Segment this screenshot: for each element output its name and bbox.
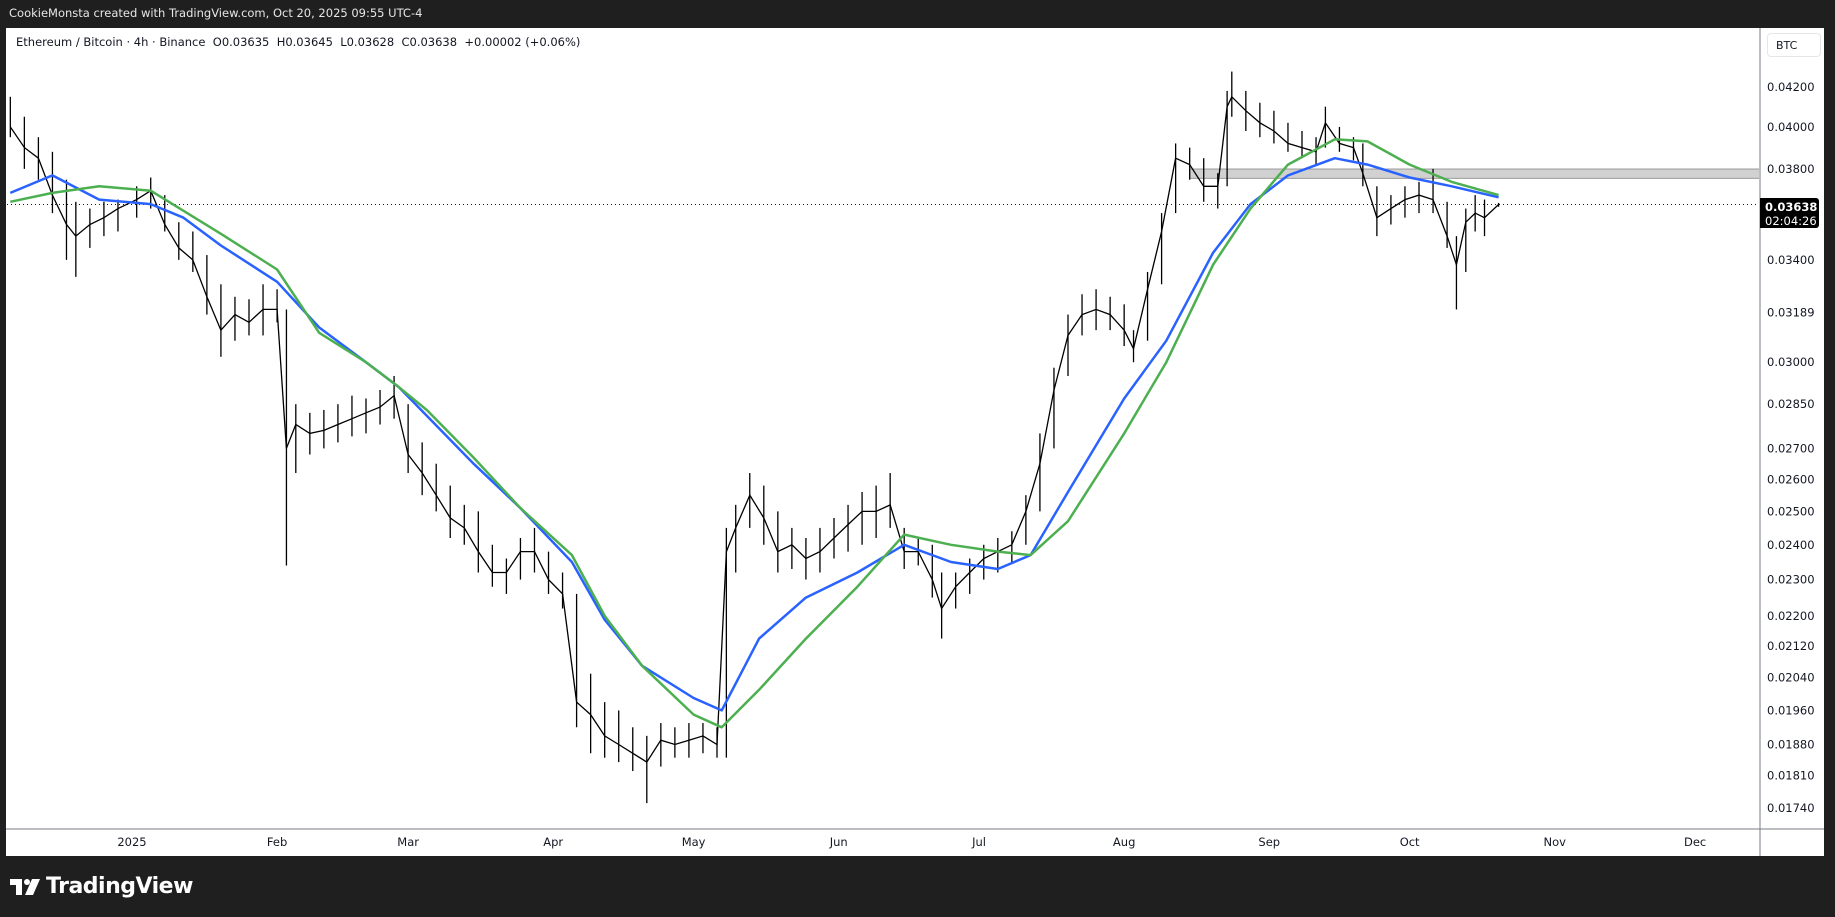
price-tick-label: 0.03000 [1767, 355, 1815, 369]
ohlc-low: L0.03628 [340, 35, 395, 49]
price-tick-label: 0.01740 [1767, 801, 1815, 815]
price-tick-label: 0.01810 [1767, 769, 1815, 783]
time-tick-label: Aug [1113, 835, 1135, 849]
bar-countdown: 02:04:26 [1765, 214, 1817, 228]
price-tick-label: 0.02400 [1767, 538, 1815, 552]
time-tick-label: Jul [971, 835, 986, 849]
time-tick-label: Dec [1684, 835, 1706, 849]
last-price-value: 0.03638 [1765, 200, 1818, 214]
time-tick-label: Apr [543, 835, 563, 849]
price-tick-label: 0.02300 [1767, 573, 1815, 587]
price-tick-label: 0.04200 [1767, 80, 1815, 94]
tradingview-logo[interactable]: TradingView [10, 874, 193, 899]
time-axis[interactable]: 2025 Feb Mar Apr May Jun Jul Aug Sep Oct Nov Dec [117, 835, 1706, 849]
price-tick-label: 0.03400 [1767, 253, 1815, 267]
price-tick-label: 0.04000 [1767, 120, 1815, 134]
price-tick-label: 0.02200 [1767, 609, 1815, 623]
price-tick-label: 0.02850 [1767, 397, 1815, 411]
symbol-legend: Ethereum / Bitcoin · 4h · Binance O0.036… [16, 35, 580, 49]
time-tick-label: Feb [267, 835, 287, 849]
ohlc-change: +0.00002 (+0.06%) [464, 35, 581, 49]
tradingview-logo-icon [10, 878, 40, 895]
time-tick-label: Jun [829, 835, 848, 849]
price-tick-label: 0.02700 [1767, 441, 1815, 455]
price-close-path [9, 95, 1500, 763]
time-tick-label: Mar [397, 835, 419, 849]
symbol-name: Ethereum / Bitcoin · 4h · Binance [16, 35, 206, 49]
chart-frame [6, 28, 1824, 856]
time-tick-label: 2025 [117, 835, 146, 849]
price-tick-label: 0.02120 [1767, 639, 1815, 653]
price-tick-label: 0.03800 [1767, 162, 1815, 176]
price-axis[interactable]: 0.04200 0.04000 0.03800 0.03400 0.03189 0.030… [1767, 80, 1815, 815]
currency-button[interactable]: BTC [1767, 33, 1821, 57]
chart-credit: CookieMonsta created with TradingView.co… [9, 6, 423, 20]
logo-text: TradingView [46, 874, 193, 899]
price-tick-label: 0.01960 [1767, 703, 1815, 717]
price-tick-label: 0.02500 [1767, 504, 1815, 518]
price-tick-label: 0.02600 [1767, 472, 1815, 486]
time-tick-label: Nov [1543, 835, 1566, 849]
resistance-zone[interactable] [1189, 168, 1760, 179]
ohlc-close: C0.03638 [401, 35, 458, 49]
moving-average-green [10, 138, 1499, 729]
price-tick-label: 0.02040 [1767, 671, 1815, 685]
time-tick-label: Sep [1258, 835, 1280, 849]
price-tick-label: 0.01880 [1767, 738, 1815, 752]
time-tick-label: Oct [1400, 835, 1420, 849]
ohlc-open: O0.03635 [212, 35, 270, 49]
last-price-label: 0.03638 02:04:26 [1760, 198, 1819, 228]
price-tick-label: 0.03189 [1767, 305, 1815, 319]
price-bars [9, 71, 1500, 804]
time-tick-label: May [682, 835, 706, 849]
moving-average-blue [9, 156, 1499, 712]
ohlc-high: H0.03645 [276, 35, 333, 49]
